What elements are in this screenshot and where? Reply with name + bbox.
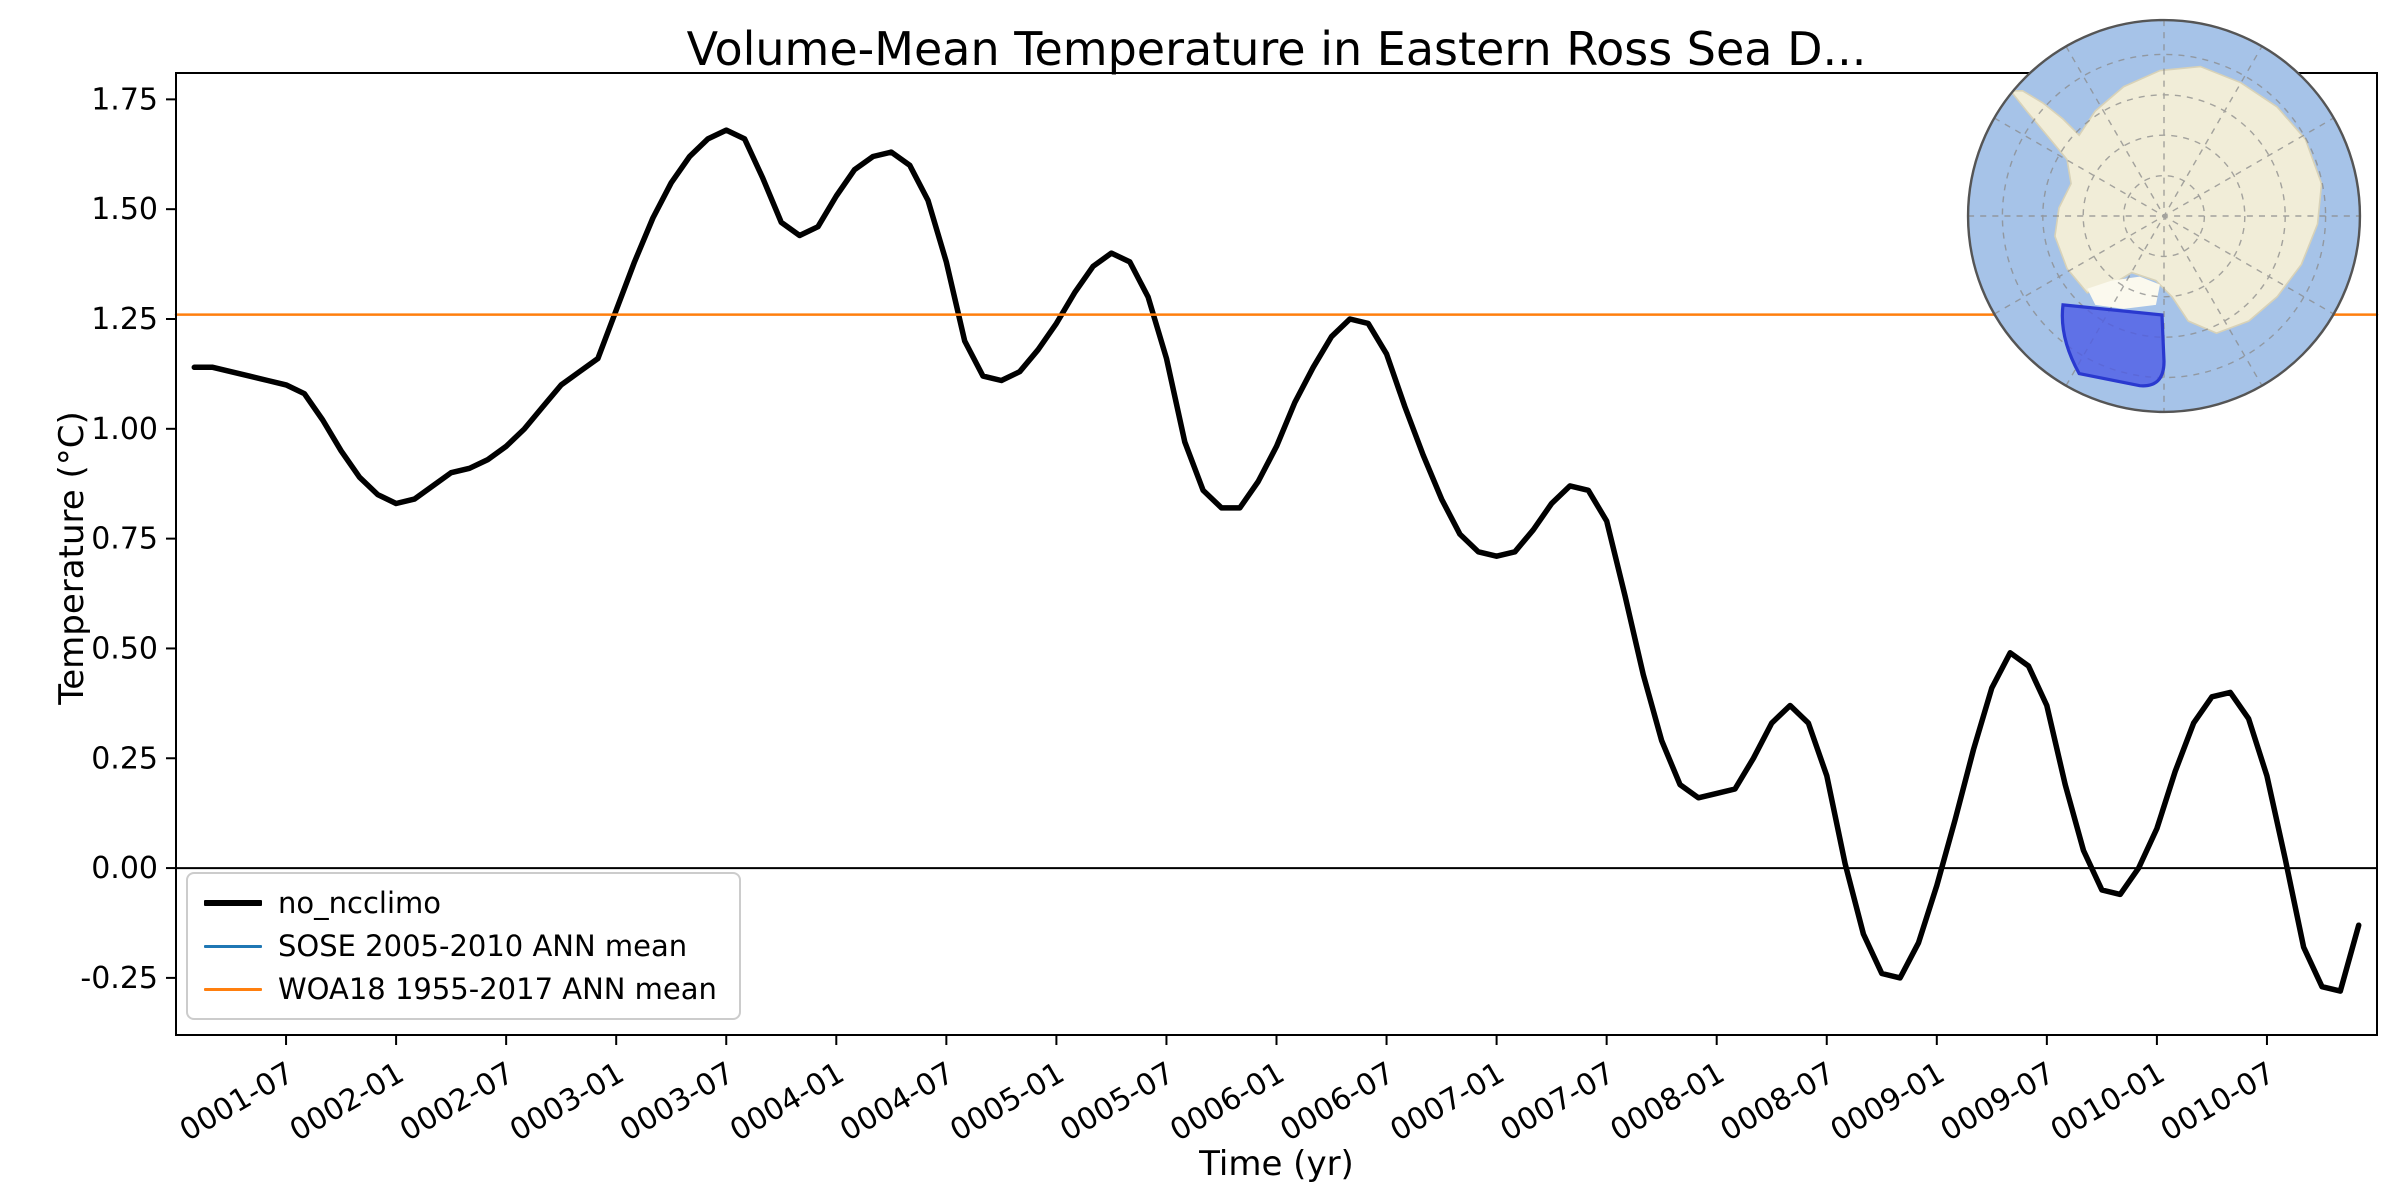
y-tick-label: 0.00	[91, 851, 158, 886]
y-tick-label: 0.50	[91, 631, 158, 666]
inset-ross-ice-shelf	[2087, 276, 2160, 309]
legend-item-sose-mean: SOSE 2005-2010 ANN mean	[204, 929, 717, 963]
y-tick-label: 0.75	[91, 522, 158, 557]
legend-label: SOSE 2005-2010 ANN mean	[278, 929, 688, 963]
legend-item-no-ncclimo: no_ncclimo	[204, 886, 717, 920]
chart-title: Volume-Mean Temperature in Eastern Ross …	[686, 22, 1867, 76]
x-tick-label: 0009-07	[1935, 1056, 2061, 1149]
x-tick-label: 0004-07	[834, 1056, 960, 1149]
x-tick-label: 0010-07	[2155, 1056, 2281, 1149]
x-tick-label: 0005-07	[1054, 1056, 1180, 1149]
legend-line-swatch-orange	[204, 987, 262, 991]
region-highlight-eastern-ross-sea	[2060, 303, 2166, 388]
x-tick-label: 0006-07	[1274, 1056, 1400, 1149]
legend-line-swatch-blue	[204, 944, 262, 948]
legend-item-woa18-mean: WOA18 1955-2017 ANN mean	[204, 972, 717, 1006]
legend-line-swatch-black	[204, 900, 262, 906]
x-tick-label: 0001-07	[174, 1056, 300, 1149]
y-tick-label: 1.50	[91, 192, 158, 227]
x-tick-label: 0008-07	[1715, 1056, 1841, 1149]
x-tick-label: 0003-07	[614, 1056, 740, 1149]
y-tick-label: 1.75	[91, 82, 158, 117]
inset-map-antarctica	[1962, 14, 2366, 418]
legend: no_ncclimo SOSE 2005-2010 ANN mean WOA18…	[186, 872, 741, 1020]
inset-border	[1966, 18, 2362, 414]
x-tick-label: 0010-01	[2045, 1056, 2171, 1149]
y-tick-label: 1.00	[91, 412, 158, 447]
series-line-no-ncclimo	[191, 127, 2362, 994]
legend-label: no_ncclimo	[278, 886, 441, 920]
x-tick-label: 0006-01	[1164, 1056, 1290, 1149]
x-axis-label: Time (yr)	[1199, 1144, 1354, 1184]
y-tick-label: 1.25	[91, 302, 158, 337]
x-tick-label: 0002-01	[284, 1056, 410, 1149]
x-tick-label: 0007-01	[1385, 1056, 1511, 1149]
x-tick-label: 0009-01	[1825, 1056, 1951, 1149]
x-tick-label: 0003-01	[504, 1056, 630, 1149]
x-tick-label: 0002-07	[394, 1056, 520, 1149]
y-tick-label: 0.25	[91, 741, 158, 776]
x-tick-label: 0008-01	[1605, 1056, 1731, 1149]
y-tick-label: -0.25	[80, 961, 158, 996]
x-tick-label: 0004-01	[724, 1056, 850, 1149]
inset-antarctica-landmass	[2008, 65, 2323, 335]
x-tick-label: 0005-01	[944, 1056, 1070, 1149]
legend-label: WOA18 1955-2017 ANN mean	[278, 972, 717, 1006]
x-tick-label: 0007-07	[1495, 1056, 1621, 1149]
